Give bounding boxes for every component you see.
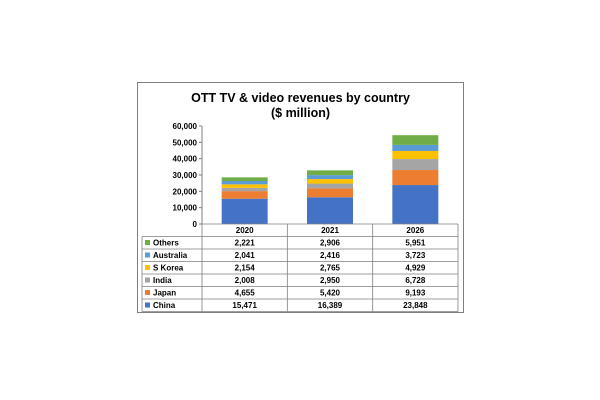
legend-label: Australia	[153, 251, 188, 260]
chart-title-block: OTT TV & video revenues by country ($ mi…	[138, 91, 463, 121]
data-table-cell: 2,765	[320, 264, 341, 273]
legend-swatch	[145, 265, 150, 270]
bar-segment-australia	[307, 175, 353, 180]
data-table-cell: 2,154	[235, 264, 256, 273]
legend-swatch	[145, 240, 150, 245]
y-tick-label: 40,000	[173, 155, 198, 164]
bar-segment-japan	[392, 170, 439, 186]
bar-segment-china	[221, 198, 268, 224]
y-tick-label: 0	[193, 220, 198, 229]
y-tick-label: 20,000	[173, 187, 198, 196]
data-table-cell: 2,416	[320, 251, 341, 260]
legend-label: Japan	[153, 289, 176, 298]
chart-frame: OTT TV & video revenues by country ($ mi…	[137, 82, 464, 313]
legend-swatch	[145, 290, 150, 295]
x-category-label: 2020	[236, 226, 254, 235]
chart-title: OTT TV & video revenues by country	[191, 91, 410, 105]
data-table-cell: 5,951	[405, 239, 426, 248]
bar-segment-s-korea	[221, 184, 268, 188]
data-table-cell: 23,848	[403, 301, 428, 310]
legend-label: India	[153, 276, 172, 285]
data-table-cell: 4,929	[405, 264, 426, 273]
bar-segment-japan	[221, 191, 268, 199]
bar-segment-japan	[307, 188, 353, 198]
data-table-cell: 2,041	[235, 251, 256, 260]
bar-segment-australia	[221, 180, 268, 185]
data-table-cell: 2,906	[320, 239, 341, 248]
bar-segment-australia	[392, 144, 439, 151]
data-table-cell: 15,471	[232, 301, 257, 310]
bar-segment-china	[392, 185, 439, 224]
data-table-cell: 4,655	[235, 289, 256, 298]
x-category-label: 2026	[406, 226, 424, 235]
bar-segment-india	[392, 159, 439, 171]
bar-segment-india	[221, 187, 268, 192]
data-table-cell: 5,420	[320, 289, 341, 298]
y-tick-label: 50,000	[173, 138, 198, 147]
stacked-bar-chart: 60,000 50,000 40,000 30,000 20,000 10,000 0 202…	[141, 122, 459, 312]
bar-segment-others	[392, 135, 439, 145]
y-tick-label: 30,000	[173, 171, 198, 180]
chart-subtitle: ($ million)	[270, 106, 331, 120]
legend-swatch	[145, 252, 150, 258]
bar-segment-india	[307, 183, 353, 189]
data-table-cell: 2,950	[320, 276, 341, 285]
data-table-cell: 6,728	[405, 276, 426, 285]
legend-label: S Korea	[153, 264, 184, 273]
bar-segment-others	[307, 170, 353, 176]
data-table-cell: 2,221	[235, 239, 256, 248]
y-tick-label: 60,000	[173, 122, 198, 131]
data-table-cell: 2,008	[235, 276, 256, 285]
bar-segment-china	[307, 197, 353, 224]
y-tick-label: 10,000	[173, 204, 198, 213]
bar-segment-s-korea	[392, 150, 439, 160]
x-category-label: 2021	[321, 226, 339, 235]
data-table-cell: 16,389	[318, 301, 343, 310]
bar-segment-s-korea	[307, 179, 353, 184]
data-table-cell: 9,193	[405, 289, 426, 298]
data-table-cell: 3,723	[405, 251, 426, 260]
legend-swatch	[145, 277, 150, 283]
legend-label: Others	[153, 239, 179, 248]
legend-swatch	[145, 302, 150, 308]
bar-segment-others	[221, 177, 268, 181]
legend-label: China	[153, 301, 176, 310]
